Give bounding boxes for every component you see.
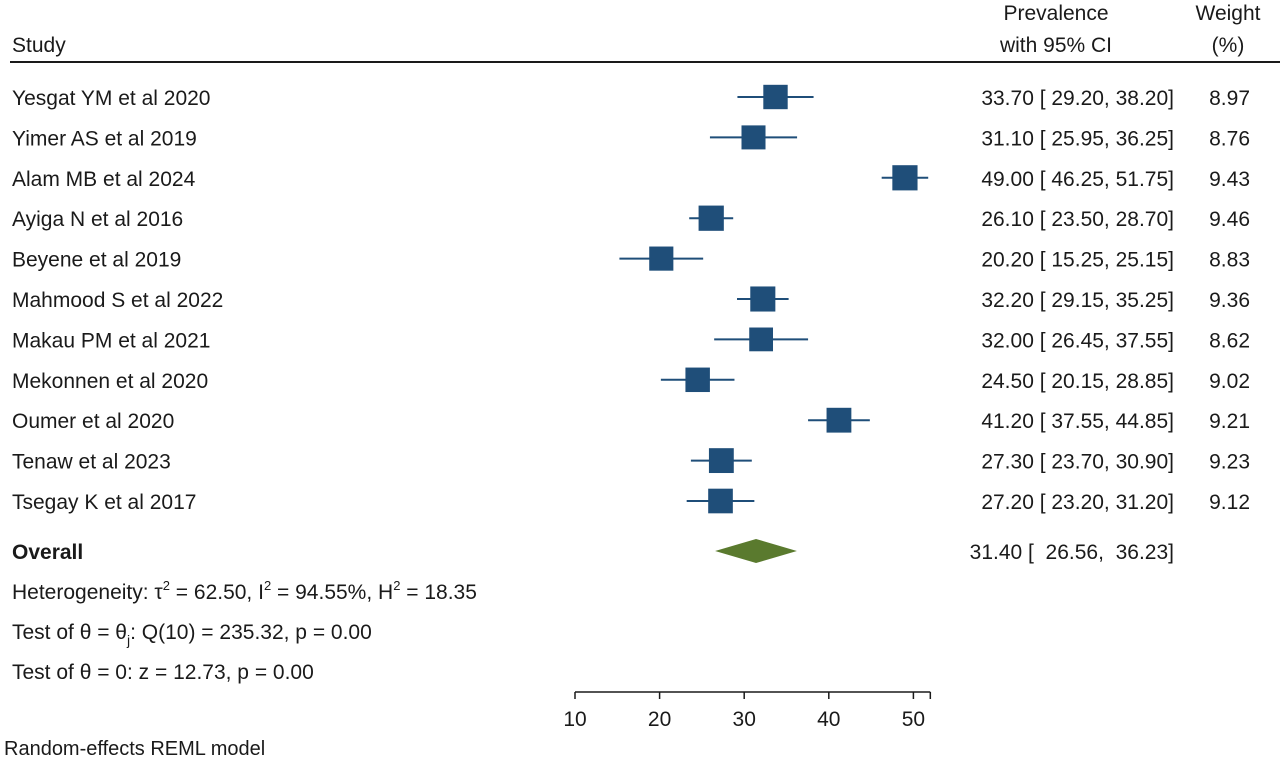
study-row: Mekonnen et al 2020 24.50 [ 20.15, 28.85]… (12, 367, 1250, 393)
study-ci-text: 26.10 [ 23.50, 28.70] (981, 208, 1174, 231)
study-rows: Yesgat YM et al 2020 33.70 [ 29.20, 38.20… (12, 84, 1250, 514)
study-marker (749, 327, 774, 352)
study-marker (826, 407, 852, 433)
study-name: Makau PM et al 2021 (12, 329, 210, 352)
study-name: Tenaw et al 2023 (12, 451, 171, 474)
x-tick-label: 40 (817, 708, 840, 731)
study-weight-text: 9.12 (1209, 491, 1250, 514)
study-name: Alam MB et al 2024 (12, 168, 196, 191)
study-name: Mekonnen et al 2020 (12, 370, 208, 393)
study-weight-text: 9.21 (1209, 410, 1250, 433)
test-theta-0-text: Test of θ = 0: z = 12.73, p = 0.00 (12, 661, 314, 684)
x-tick-label: 30 (733, 708, 756, 731)
study-marker (763, 84, 788, 110)
study-row: Ayiga N et al 2016 26.10 [ 23.50, 28.70] 9… (12, 205, 1250, 231)
x-tick-label: 20 (648, 708, 671, 731)
study-ci-text: 41.20 [ 37.55, 44.85] (981, 410, 1174, 433)
study-name: Tsegay K et al 2017 (12, 491, 196, 514)
study-ci-text: 32.20 [ 29.15, 35.25] (981, 289, 1174, 312)
study-ci-text: 27.30 [ 23.70, 30.90] (981, 451, 1174, 474)
study-marker (649, 246, 674, 271)
study-weight-text: 9.43 (1209, 168, 1250, 191)
x-axis: 10 20 30 40 50 (563, 691, 932, 731)
study-marker (698, 205, 724, 231)
study-row: Oumer et al 2020 41.20 [ 37.55, 44.85] 9.2… (12, 407, 1250, 433)
study-ci-text: 27.20 [ 23.20, 31.20] (981, 491, 1174, 514)
study-weight-text: 8.97 (1209, 87, 1250, 110)
study-row: Beyene et al 2019 20.20 [ 15.25, 25.15] 8.… (12, 246, 1250, 272)
study-weight-text: 8.76 (1209, 127, 1250, 150)
study-row: Tenaw et al 2023 27.30 [ 23.70, 30.90] 9.2… (12, 448, 1250, 474)
study-ci-text: 24.50 [ 20.15, 28.85] (981, 370, 1174, 393)
study-row: Yimer AS et al 2019 31.10 [ 25.95, 36.25]… (12, 125, 1250, 150)
study-ci-text: 20.20 [ 15.25, 25.15] (981, 249, 1174, 272)
study-name: Mahmood S et al 2022 (12, 289, 223, 312)
weight-column-header-line1: Weight (1196, 2, 1261, 25)
study-weight-text: 8.83 (1209, 249, 1250, 272)
forest-plot: Study Prevalence with 95% CI Weight (%) … (10, 2, 1280, 731)
heterogeneity-text: Heterogeneity: τ2 = 62.50, I2 = 94.55%, … (12, 578, 477, 604)
study-marker (708, 448, 734, 474)
x-tick-label: 10 (563, 708, 586, 731)
study-marker (685, 367, 710, 393)
study-ci-text: 49.00 [ 46.25, 51.75] (981, 168, 1174, 191)
study-row: Mahmood S et al 2022 32.20 [ 29.15, 35.25… (12, 286, 1250, 312)
study-row: Yesgat YM et al 2020 33.70 [ 29.20, 38.20… (12, 84, 1250, 110)
overall-label: Overall (12, 541, 83, 564)
overall-ci-text: 31.40 [ 26.56, 36.23] (970, 541, 1174, 564)
study-name: Oumer et al 2020 (12, 410, 174, 433)
study-row: Makau PM et al 2021 32.00 [ 26.45, 37.55]… (12, 327, 1250, 352)
study-ci-text: 32.00 [ 26.45, 37.55] (981, 329, 1174, 352)
study-row: Tsegay K et al 2017 27.20 [ 23.20, 31.20]… (12, 488, 1250, 514)
study-weight-text: 9.46 (1209, 208, 1250, 231)
test-theta-j-text: Test of θ = θj: Q(10) = 235.32, p = 0.00 (12, 621, 372, 648)
study-weight-text: 9.23 (1209, 451, 1250, 474)
study-ci-text: 33.70 [ 29.20, 38.20] (981, 87, 1174, 110)
study-weight-text: 8.62 (1209, 329, 1250, 352)
estimate-column-header-line2: with 95% CI (999, 34, 1112, 57)
weight-column-header-line2: (%) (1212, 34, 1245, 57)
study-weight-text: 9.02 (1209, 370, 1250, 393)
study-name: Ayiga N et al 2016 (12, 208, 183, 231)
study-marker (892, 165, 918, 191)
study-marker (750, 286, 776, 312)
study-name: Yesgat YM et al 2020 (12, 87, 211, 110)
study-name: Beyene et al 2019 (12, 249, 181, 272)
study-marker (741, 125, 766, 150)
study-weight-text: 9.36 (1209, 289, 1250, 312)
study-row: Alam MB et al 2024 49.00 [ 46.25, 51.75] 9… (12, 165, 1250, 191)
x-tick-label: 50 (902, 708, 925, 731)
study-marker (708, 488, 733, 514)
model-footnote: Random-effects REML model (4, 738, 266, 760)
study-ci-text: 31.10 [ 25.95, 36.25] (981, 127, 1174, 150)
estimate-column-header-line1: Prevalence (1003, 2, 1108, 25)
study-column-header: Study (12, 34, 66, 57)
overall-diamond (715, 539, 797, 563)
study-name: Yimer AS et al 2019 (12, 127, 197, 150)
